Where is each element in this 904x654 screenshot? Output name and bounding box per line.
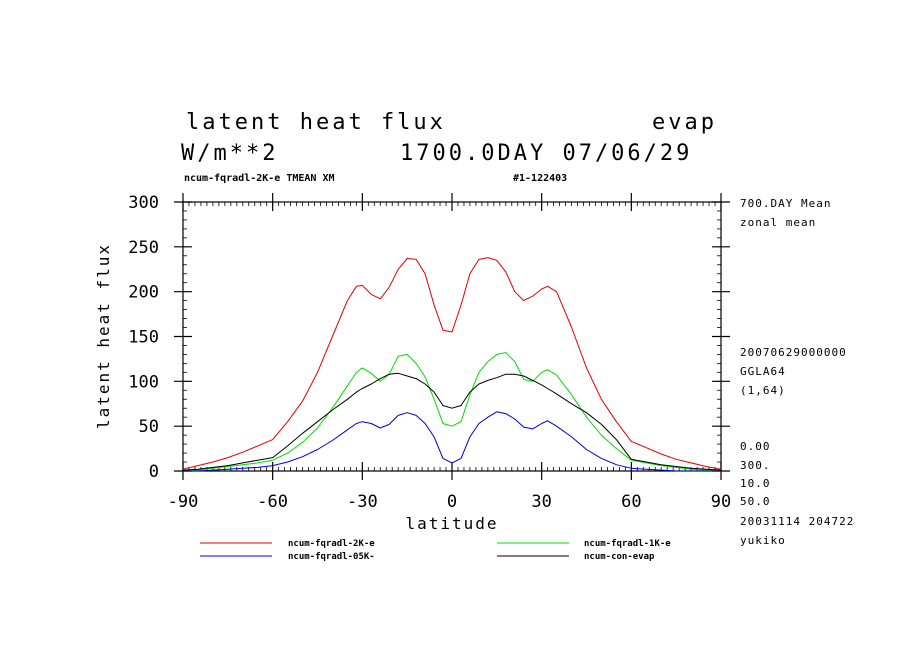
y-tick-label: 50 (139, 417, 159, 437)
x-tick-label: 0 (447, 492, 457, 512)
variable-name: evap (652, 110, 717, 135)
x-tick-label: 30 (531, 492, 551, 512)
run-id: #1-122403 (513, 173, 568, 184)
info-value-2: 300. (740, 459, 771, 472)
grid-label: GGLA64 (740, 365, 786, 378)
y-tick-label: 100 (128, 372, 159, 392)
chart-title: latent heat flux (186, 110, 446, 135)
series-line-ncum-fqradl-1K-e (182, 352, 722, 472)
index-label: (1,64) (740, 384, 786, 397)
x-tick-label: -30 (347, 492, 378, 512)
mean-label: 700.DAY Mean (740, 197, 832, 210)
legend-label: ncum-con-evap (584, 552, 655, 562)
minor-ticks (182, 201, 722, 472)
x-axis-title: latitude (405, 514, 498, 533)
legend-label: ncum-fqradl-1K-e (584, 539, 671, 549)
x-tick-labels: -90 -60 -30 0 30 60 90 (168, 492, 732, 512)
timestamp: 20031114 204722 (740, 515, 855, 528)
y-tick-label: 300 (128, 193, 159, 213)
x-tick-label: -60 (257, 492, 288, 512)
y-tick-label: 250 (128, 238, 159, 258)
legend: ncum-fqradl-2K-e ncum-fqradl-1K-e ncum-fqr… (200, 539, 671, 562)
series-line-ncum-con-evap (182, 372, 722, 471)
zonal-label: zonal mean (740, 216, 817, 229)
legend-label: ncum-fqradl-2K-e (288, 539, 375, 549)
date-code: 20070629000000 (740, 346, 847, 359)
x-tick-label: 60 (621, 492, 641, 512)
y-tick-label: 150 (128, 328, 159, 348)
y-tick-labels: 0 50 100 150 200 250 300 (128, 193, 159, 482)
info-value-4: 50.0 (740, 495, 771, 508)
major-ticks (174, 193, 730, 480)
units-label: W/m**2 (181, 141, 279, 166)
info-value-3: 10.0 (740, 477, 771, 490)
series-line-ncum-fqradl-05K- (183, 411, 721, 472)
plot-frame (182, 201, 722, 472)
time-label: 1700.0DAY 07/06/29 (400, 141, 693, 166)
user-label: yukiko (740, 534, 786, 547)
info-value-1: 0.00 (740, 440, 771, 453)
y-tick-label: 0 (149, 462, 159, 482)
series-line-ncum-fqradl-2K-e (182, 257, 722, 470)
x-tick-label: 90 (711, 492, 731, 512)
x-tick-label: -90 (168, 492, 199, 512)
y-tick-label: 200 (128, 283, 159, 303)
run-label: ncum-fqradl-2K-e TMEAN XM (184, 173, 335, 184)
series-lines (182, 257, 722, 472)
legend-label: ncum-fqradl-05K- (288, 552, 375, 562)
y-axis-title: latent heat flux (94, 243, 113, 429)
